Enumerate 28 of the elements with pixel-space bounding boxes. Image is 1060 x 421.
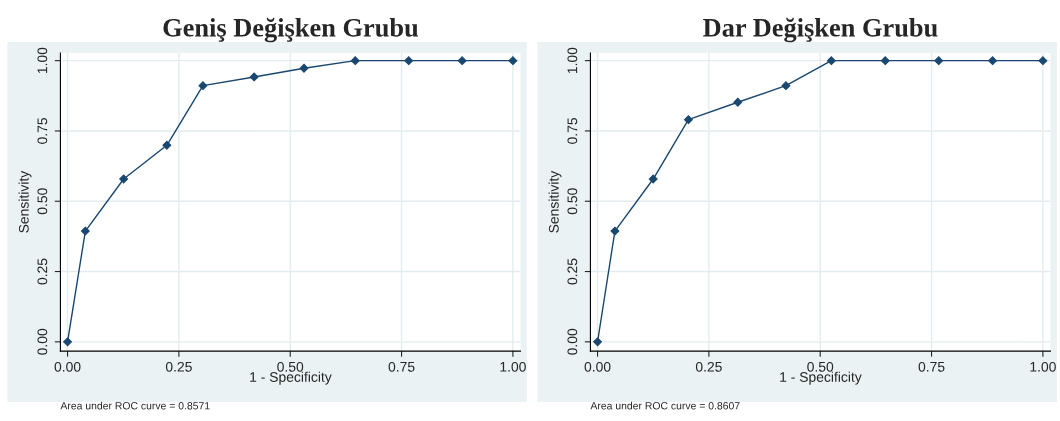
x-tick-label: 0.50 xyxy=(277,361,304,372)
y-tick-label: 1.00 xyxy=(567,47,578,74)
x-tick-label: 0.25 xyxy=(695,361,722,372)
y-tick-label: 0.75 xyxy=(37,118,48,144)
x-tick-label: 0.25 xyxy=(165,361,192,372)
y-axis-title: Sensitivity xyxy=(548,170,562,233)
y-tick-label: 0.25 xyxy=(37,258,48,285)
chart-title: Dar Değişken Grubu xyxy=(703,17,938,43)
y-tick-label: 0.00 xyxy=(567,328,578,355)
x-tick-label: 0.75 xyxy=(918,361,945,372)
x-tick-label: 1.00 xyxy=(500,361,526,372)
y-tick-label: 0.00 xyxy=(37,328,48,355)
x-axis-title: 1 - Specificity xyxy=(250,371,332,385)
y-tick-label: 0.50 xyxy=(37,188,48,215)
text: Area under ROC curve = 0.8607 xyxy=(590,401,740,410)
y-tick-label: 0.25 xyxy=(567,258,578,285)
x-axis-title: 1 - Specificity xyxy=(780,371,862,385)
x-tick-label: 0.00 xyxy=(54,361,81,372)
y-tick-label: 1.00 xyxy=(37,47,48,74)
x-tick-label: 1.00 xyxy=(1030,361,1056,372)
y-tick-label: 0.50 xyxy=(567,188,578,215)
text: Area under ROC curve = 0.8571 xyxy=(60,401,210,410)
x-tick-label: 0.50 xyxy=(807,361,834,372)
x-tick-label: 0.00 xyxy=(584,361,611,372)
x-tick-label: 0.75 xyxy=(388,361,415,372)
y-axis-title: Sensitivity xyxy=(18,170,32,233)
chart-title: Geniş Değişken Grubu xyxy=(163,17,419,43)
y-tick-label: 0.75 xyxy=(567,118,578,144)
